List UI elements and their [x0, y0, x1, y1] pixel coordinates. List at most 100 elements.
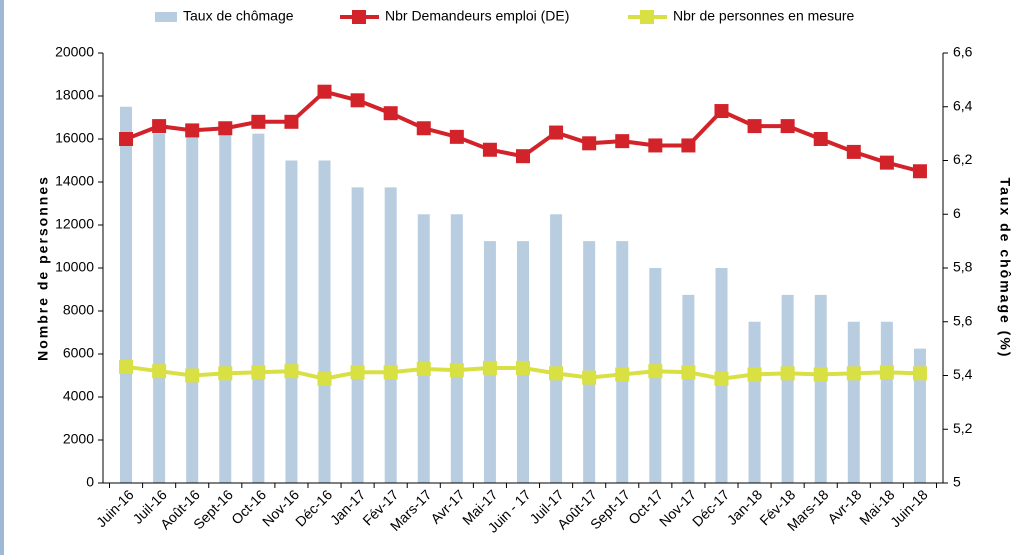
marker — [780, 119, 795, 134]
x-tick-label: Juin-16 — [93, 486, 137, 530]
marker — [284, 114, 299, 129]
marker — [648, 138, 663, 153]
y2-tick-label: 5,4 — [953, 366, 973, 382]
marker — [681, 365, 696, 380]
legend-label: Taux de chômage — [183, 8, 294, 24]
bar — [318, 160, 331, 483]
bar — [417, 214, 430, 483]
marker — [449, 363, 464, 378]
marker — [449, 129, 464, 144]
bar — [583, 241, 596, 483]
marker — [714, 104, 729, 119]
bar — [814, 294, 827, 483]
y-tick-label: 14000 — [55, 173, 94, 189]
legend-label: Nbr Demandeurs emploi (DE) — [385, 8, 569, 24]
marker — [549, 125, 564, 140]
y2-axis-label: Taux de chômage (%) — [997, 178, 1013, 359]
marker — [251, 114, 266, 129]
marker — [747, 367, 762, 382]
marker — [681, 138, 696, 153]
y-tick-label: 18000 — [55, 87, 94, 103]
x-tick-label: Déc-17 — [689, 486, 732, 529]
marker — [284, 364, 299, 379]
marker — [317, 371, 332, 386]
marker — [549, 366, 564, 381]
marker — [747, 119, 762, 134]
legend-marker — [352, 10, 366, 24]
x-tick-label: Déc-16 — [292, 486, 335, 529]
y-tick-label: 0 — [86, 474, 94, 490]
bar — [219, 133, 232, 483]
marker — [218, 366, 233, 381]
bar — [285, 160, 298, 483]
y2-tick-label: 6,2 — [953, 151, 973, 167]
bar — [450, 214, 463, 483]
y2-tick-label: 5,2 — [953, 420, 973, 436]
marker — [185, 123, 200, 138]
y-tick-label: 12000 — [55, 216, 94, 232]
bar — [351, 187, 364, 483]
marker — [383, 106, 398, 121]
y-tick-label: 6000 — [63, 345, 94, 361]
marker — [879, 365, 894, 380]
marker — [218, 121, 233, 136]
bar — [550, 214, 563, 483]
y2-tick-label: 5 — [953, 474, 961, 490]
marker — [846, 144, 861, 159]
bar — [913, 348, 926, 483]
y-tick-label: 10000 — [55, 259, 94, 275]
marker — [912, 164, 927, 179]
y-axis-label: Nombre de personnes — [35, 175, 51, 361]
marker — [813, 132, 828, 146]
marker — [516, 149, 530, 164]
marker — [383, 365, 398, 380]
marker — [317, 84, 332, 99]
marker — [119, 359, 134, 374]
bar — [781, 294, 794, 483]
marker — [615, 367, 630, 382]
legend-marker — [640, 10, 654, 24]
legend-label: Nbr de personnes en mesure — [673, 8, 855, 24]
marker — [350, 365, 365, 380]
marker — [648, 364, 663, 379]
y-tick-label: 2000 — [63, 431, 94, 447]
marker — [416, 121, 431, 136]
marker — [582, 136, 597, 151]
marker — [813, 367, 828, 382]
marker — [185, 368, 200, 383]
marker — [582, 370, 597, 385]
bar — [880, 321, 893, 483]
marker — [416, 362, 431, 377]
y2-tick-label: 6 — [953, 205, 961, 221]
x-tick-label: Jan-18 — [724, 486, 766, 528]
y-tick-label: 8000 — [63, 302, 94, 318]
marker — [119, 132, 134, 146]
y2-tick-label: 6,4 — [953, 97, 973, 113]
bar — [748, 321, 761, 483]
legend-swatch — [155, 12, 177, 22]
y2-tick-label: 5,8 — [953, 259, 973, 275]
bar — [252, 133, 265, 483]
bar — [616, 241, 629, 483]
marker — [879, 155, 894, 170]
bar — [682, 294, 695, 483]
y-tick-label: 4000 — [63, 388, 94, 404]
y-tick-label: 20000 — [55, 44, 94, 60]
marker — [350, 93, 365, 108]
bar — [384, 187, 397, 483]
bar — [186, 133, 199, 483]
y2-tick-label: 6,6 — [953, 44, 973, 60]
x-tick-label: Jan-17 — [327, 486, 369, 528]
marker — [152, 364, 167, 379]
bar — [847, 321, 860, 483]
marker — [780, 366, 795, 381]
marker — [912, 366, 927, 381]
marker — [482, 360, 497, 375]
marker — [846, 366, 861, 381]
y-tick-label: 16000 — [55, 130, 94, 146]
marker — [251, 365, 266, 380]
bar — [120, 106, 133, 483]
marker — [482, 142, 497, 157]
left-border — [0, 0, 4, 555]
